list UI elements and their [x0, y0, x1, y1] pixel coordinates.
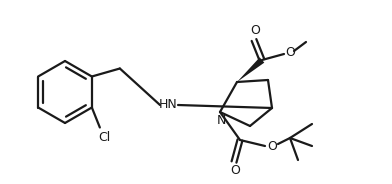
Text: O: O	[285, 45, 295, 59]
Text: O: O	[230, 164, 240, 178]
Polygon shape	[237, 57, 264, 82]
Text: O: O	[250, 24, 260, 38]
Text: Cl: Cl	[99, 131, 111, 144]
Text: O: O	[267, 141, 277, 153]
Text: HN: HN	[159, 98, 177, 112]
Text: N: N	[216, 114, 226, 128]
